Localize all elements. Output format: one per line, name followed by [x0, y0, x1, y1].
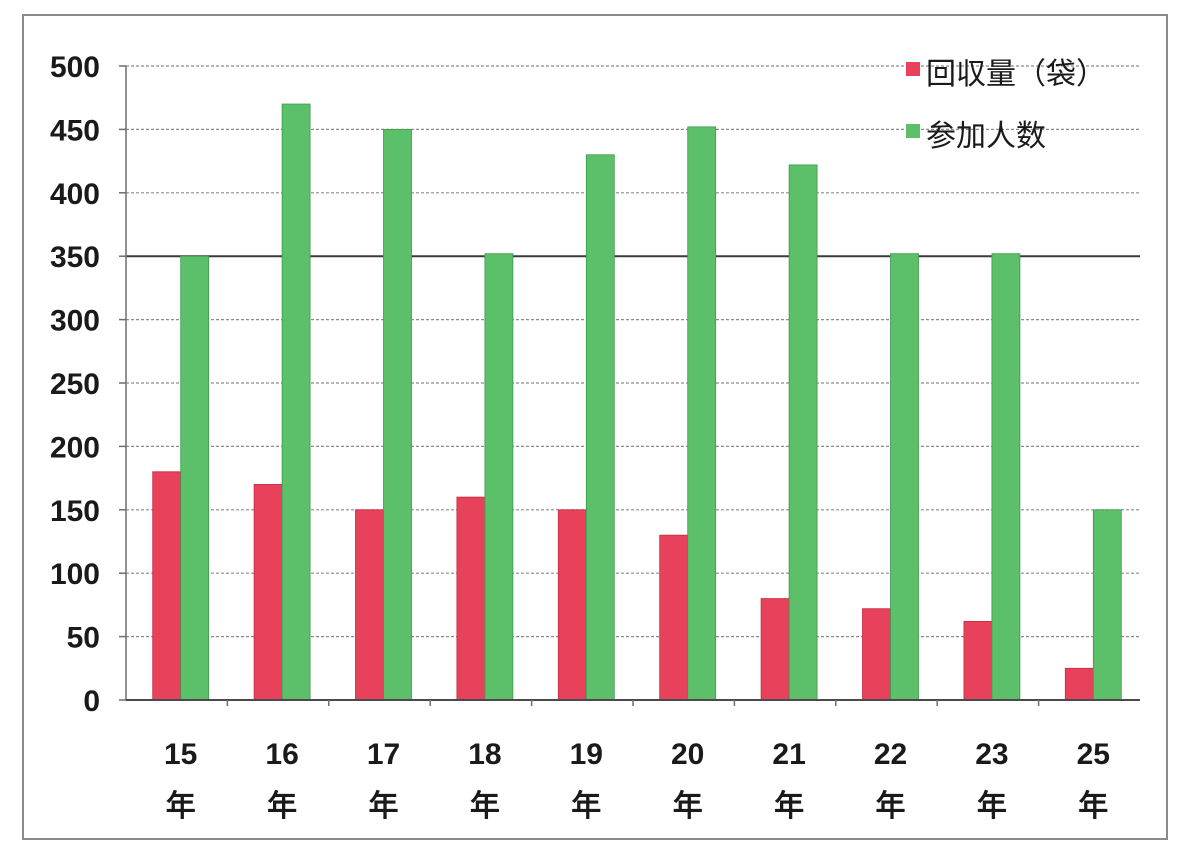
x-tick-label-unit: 年	[876, 790, 906, 823]
x-tick-label-number: 25	[1077, 738, 1110, 771]
bar-collection-amount	[355, 509, 384, 701]
x-tick-label-unit: 年	[267, 790, 297, 823]
bar-collection-amount	[152, 471, 182, 701]
x-tick-label-number: 16	[265, 738, 298, 771]
axes	[119, 65, 1140, 706]
y-tick-label: 450	[50, 114, 100, 147]
x-tick-label-unit: 年	[977, 790, 1007, 823]
bar-collection-amount	[862, 608, 891, 701]
legend-swatch-collection-amount	[906, 62, 920, 76]
bar-collection-amount	[456, 496, 486, 701]
x-tick-label-unit: 年	[774, 790, 804, 823]
bar-participants	[1092, 509, 1122, 701]
bar-collection-amount	[557, 509, 587, 701]
bar-collection-amount	[760, 598, 790, 701]
y-tick-label: 200	[50, 431, 100, 464]
legend-swatch-participants	[906, 124, 920, 138]
x-tick-label-number: 15	[164, 738, 197, 771]
y-tick-label: 350	[50, 241, 100, 274]
x-tick-label-unit: 年	[369, 790, 399, 823]
x-tick-label-number: 20	[671, 738, 704, 771]
y-tick-label: 0	[83, 685, 100, 718]
bar-participants	[890, 253, 919, 701]
y-tick-label: 100	[50, 558, 100, 591]
bar-participants	[180, 255, 210, 701]
legend: 回収量（袋） 参加人数	[906, 57, 1106, 154]
x-tick-label-number: 18	[468, 738, 501, 771]
legend-label-participants: 参加人数	[926, 119, 1046, 154]
y-axis-tick-labels: 0 50 100 150 200 250 300 350 400 450 500	[50, 51, 100, 718]
y-tick-label: 50	[67, 622, 100, 655]
x-axis-tick-labels: 15 年 16 年 17 年 18 年 19 年 20 年 21 年 22 年 23 年 25 年	[164, 738, 1110, 823]
bar-participants	[991, 253, 1021, 701]
bar-collection-amount	[659, 534, 689, 701]
bar-participants	[687, 126, 717, 701]
bar-participants	[281, 103, 311, 701]
x-tick-label-number: 22	[874, 738, 907, 771]
y-tick-label: 150	[50, 495, 100, 528]
x-tick-label-unit: 年	[1078, 790, 1108, 823]
y-tick-label: 300	[50, 305, 100, 338]
bar-collection-amount	[1064, 667, 1094, 701]
x-tick-label-unit: 年	[571, 790, 601, 823]
x-tick-label-unit: 年	[470, 790, 500, 823]
bar-participants	[788, 164, 818, 701]
x-tick-label-number: 19	[570, 738, 603, 771]
bar-participants	[585, 154, 615, 701]
x-tick-label-unit: 年	[166, 790, 196, 823]
x-tick-label-number: 23	[975, 738, 1008, 771]
x-tick-label-unit: 年	[673, 790, 703, 823]
x-tick-label-number: 17	[367, 738, 400, 771]
x-tick-label-number: 21	[772, 738, 805, 771]
y-tick-label: 250	[50, 368, 100, 401]
bar-collection-amount	[963, 620, 993, 701]
y-tick-label: 400	[50, 178, 100, 211]
bar-participants	[484, 253, 514, 701]
bar-participants	[383, 128, 412, 701]
bars	[152, 103, 1122, 701]
legend-label-collection-amount: 回収量（袋）	[926, 57, 1106, 92]
y-tick-label: 500	[50, 51, 100, 84]
bar-collection-amount	[253, 484, 283, 701]
